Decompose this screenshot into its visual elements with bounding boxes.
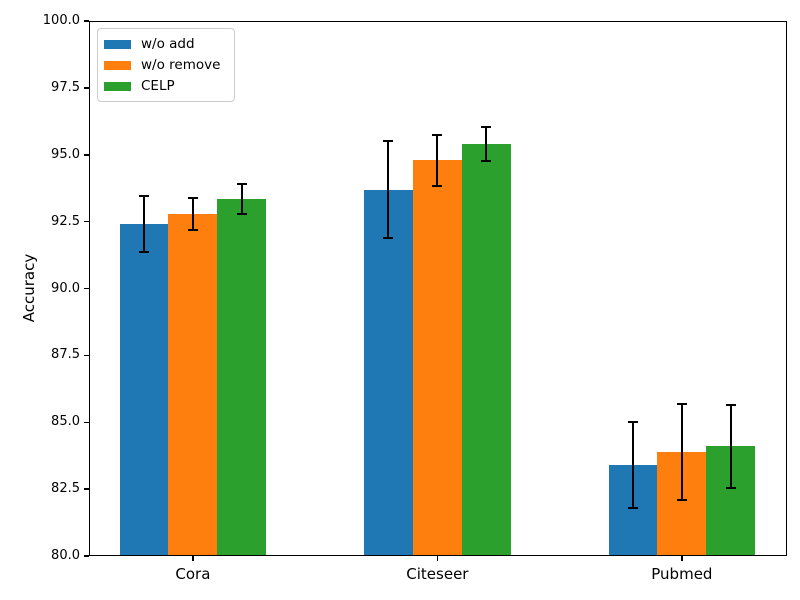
error-bar-line — [485, 126, 488, 162]
error-bar-cap — [481, 125, 492, 128]
legend-swatch-icon — [104, 39, 131, 49]
y-tick-label: 87.5 — [51, 347, 80, 363]
legend-item: w/o add — [104, 34, 220, 54]
error-bar-cap — [432, 184, 443, 187]
bar-w-o-remove-cora — [168, 213, 218, 556]
x-tick-mark — [192, 556, 194, 561]
error-bar-line — [631, 422, 634, 508]
error-bar-line — [387, 141, 390, 238]
error-bar-line — [191, 197, 194, 230]
error-bar-cap — [236, 212, 247, 215]
error-bar-cap — [481, 160, 492, 163]
y-tick-label: 85.0 — [51, 414, 80, 430]
y-tick-label: 92.5 — [51, 213, 80, 229]
legend-label: CELP — [141, 78, 175, 94]
legend-swatch-icon — [104, 60, 131, 70]
error-bar-cap — [676, 402, 687, 405]
error-bar-line — [240, 184, 243, 214]
error-bar-cap — [676, 498, 687, 501]
x-tick-label: Pubmed — [651, 565, 713, 583]
y-tick-mark — [84, 220, 89, 223]
legend: w/o add w/o remove CELP — [97, 28, 236, 102]
error-bar-cap — [627, 421, 638, 424]
y-tick-mark — [84, 488, 89, 490]
error-bar-cap — [139, 251, 149, 254]
y-tick-label: 100.0 — [42, 13, 80, 28]
error-bar-cap — [236, 183, 247, 186]
bar-celp-cora — [217, 198, 267, 556]
bar-w-o-remove-citeseer — [412, 160, 462, 556]
error-bar-line — [436, 134, 439, 186]
y-tick-label: 82.5 — [51, 481, 80, 497]
error-bar-cap — [139, 195, 149, 198]
bar-w-o-add-cora — [119, 224, 169, 556]
bar-w-o-add-citeseer — [364, 189, 413, 556]
y-tick-mark — [84, 287, 89, 290]
y-tick-mark — [84, 354, 89, 357]
y-tick-mark — [84, 154, 89, 156]
error-bar-cap — [432, 133, 443, 136]
y-tick-mark — [84, 87, 89, 89]
y-tick-label: 80.0 — [51, 548, 80, 563]
bar-celp-citeseer — [461, 144, 511, 556]
legend-label: w/o remove — [141, 57, 221, 73]
y-tick-mark — [84, 555, 89, 557]
error-bar-cap — [383, 236, 394, 239]
x-tick-label: Citeseer — [406, 565, 469, 583]
error-bar-cap — [725, 403, 736, 406]
y-tick-mark — [84, 421, 89, 423]
legend-swatch-icon — [104, 81, 131, 91]
x-tick-mark — [681, 556, 683, 561]
error-bar-cap — [725, 486, 736, 489]
error-bar-line — [143, 196, 145, 253]
x-tick-mark — [436, 556, 439, 561]
error-bar-line — [680, 403, 683, 500]
y-tick-mark — [84, 20, 89, 22]
y-tick-label: 95.0 — [51, 146, 80, 162]
legend-item: CELP — [104, 76, 220, 96]
y-tick-label: 90.0 — [51, 280, 80, 296]
legend-label: w/o add — [141, 36, 195, 52]
error-bar-cap — [383, 140, 394, 143]
x-tick-label: Cora — [175, 565, 211, 583]
error-bar-cap — [187, 196, 198, 199]
legend-item: w/o remove — [104, 55, 220, 75]
error-bar-cap — [627, 506, 638, 509]
error-bar-cap — [187, 228, 198, 231]
error-bar-line — [729, 404, 732, 488]
y-tick-label: 97.5 — [51, 79, 80, 95]
